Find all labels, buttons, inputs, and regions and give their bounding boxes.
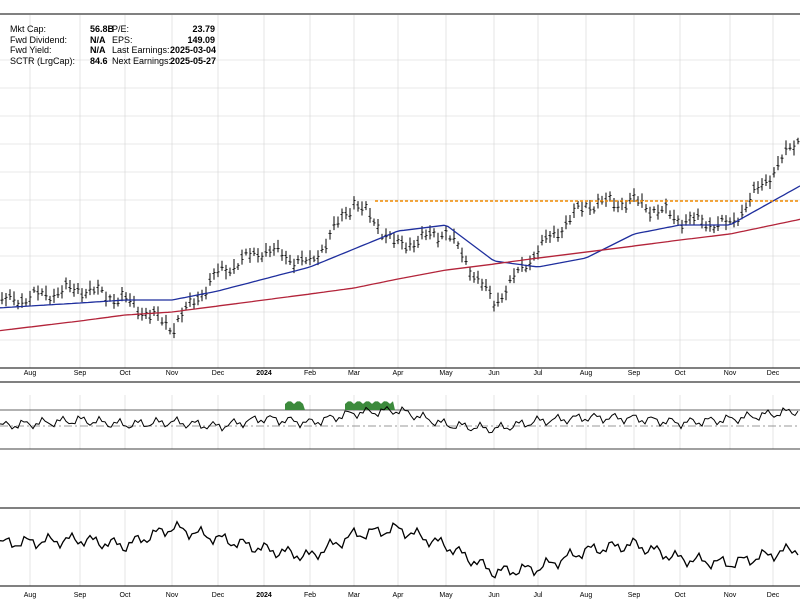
info-value: 84.6 bbox=[90, 55, 108, 66]
x-tick-label: Oct bbox=[120, 592, 131, 599]
info-row: P/E: 23.79 bbox=[112, 24, 215, 35]
x-tick-label: Nov bbox=[724, 592, 737, 599]
x-tick-label: Oct bbox=[120, 370, 131, 377]
info-row: Mkt Cap: 56.8B bbox=[10, 24, 115, 35]
grid-layer bbox=[0, 15, 800, 586]
fundamentals-right: P/E: 23.79 EPS: 149.09 Last Earnings: 2025-… bbox=[112, 24, 217, 67]
x-tick-label: Dec bbox=[767, 592, 780, 599]
info-value: 23.79 bbox=[192, 24, 215, 34]
x-tick-label: Feb bbox=[304, 370, 316, 377]
info-row: Fwd Dividend: N/A bbox=[10, 34, 106, 46]
x-tick-label: Sep bbox=[74, 592, 87, 599]
x-tick-label: Aug bbox=[24, 592, 37, 599]
x-tick-label: Dec bbox=[767, 370, 780, 377]
x-tick-label: Feb bbox=[304, 592, 316, 599]
info-row: Next Earnings: 2025-05-27 bbox=[112, 55, 217, 67]
oscillator-overbought-fill bbox=[345, 401, 395, 410]
x-tick-label: 2024 bbox=[256, 592, 272, 599]
x-tick-label: Oct bbox=[675, 592, 686, 599]
lower-indicator-line bbox=[0, 520, 799, 579]
info-row: SCTR (LrgCap): 84.6 bbox=[10, 55, 108, 67]
x-tick-label: Aug bbox=[24, 370, 37, 377]
info-value: N/A bbox=[90, 45, 106, 55]
info-label: P/E: bbox=[112, 24, 130, 34]
info-label: Last Earnings: bbox=[112, 45, 170, 55]
oscillator-line bbox=[0, 405, 799, 434]
x-tick-label: 2024 bbox=[256, 370, 272, 377]
x-tick-label: Apr bbox=[393, 592, 405, 599]
x-tick-label: Dec bbox=[212, 370, 225, 377]
info-label: Fwd Dividend: bbox=[10, 34, 68, 45]
x-tick-label: Nov bbox=[166, 592, 179, 599]
info-row: Last Earnings: 2025-03-04 bbox=[112, 45, 217, 56]
info-label: EPS: bbox=[112, 34, 133, 45]
info-label: Mkt Cap: bbox=[10, 24, 47, 34]
x-tick-label: Aug bbox=[580, 592, 593, 599]
tick-label-layer: Aug Sep Oct Nov Dec 2024 Feb Mar Apr May Jun Jul Aug… bbox=[24, 370, 780, 599]
info-value: 149.09 bbox=[187, 34, 215, 45]
x-tick-label: Nov bbox=[724, 370, 737, 377]
info-value: 56.8B bbox=[90, 24, 115, 34]
info-value: N/A bbox=[90, 34, 106, 45]
x-tick-label: Dec bbox=[212, 592, 225, 599]
x-tick-label: Apr bbox=[393, 370, 405, 377]
panel-frames bbox=[0, 367, 800, 587]
x-tick-label: Aug bbox=[580, 370, 593, 377]
info-row: EPS: 149.09 bbox=[112, 35, 215, 46]
x-tick-label: Jun bbox=[488, 370, 499, 377]
info-label: SCTR (LrgCap): bbox=[10, 55, 76, 66]
series-layer bbox=[0, 137, 800, 579]
x-tick-label: Oct bbox=[675, 370, 686, 377]
x-tick-label: May bbox=[439, 370, 453, 377]
info-label: Next Earnings: bbox=[112, 55, 172, 66]
x-tick-label: May bbox=[439, 592, 453, 599]
x-tick-label: Mar bbox=[348, 370, 361, 377]
moving-average-short-line bbox=[0, 185, 800, 309]
info-value: 2025-05-27 bbox=[170, 55, 217, 66]
x-tick-label: Sep bbox=[628, 592, 641, 599]
info-label: Fwd Yield: bbox=[10, 45, 52, 55]
x-tick-label: Nov bbox=[166, 370, 179, 377]
x-tick-label: Jun bbox=[488, 592, 499, 599]
fundamentals-left: Mkt Cap: 56.8B Fwd Dividend: N/A Fwd Yield… bbox=[10, 24, 115, 67]
x-tick-label: Mar bbox=[348, 592, 361, 599]
info-row: Fwd Yield: N/A bbox=[10, 45, 106, 56]
moving-average-long-line bbox=[0, 218, 800, 332]
oscillator-overbought-fill bbox=[285, 401, 305, 410]
info-value: 2025-03-04 bbox=[170, 45, 217, 55]
x-tick-label: Jul bbox=[534, 370, 543, 377]
x-tick-label: Sep bbox=[628, 370, 641, 377]
x-tick-label: Sep bbox=[74, 370, 87, 377]
x-tick-label: Jul bbox=[534, 592, 543, 599]
